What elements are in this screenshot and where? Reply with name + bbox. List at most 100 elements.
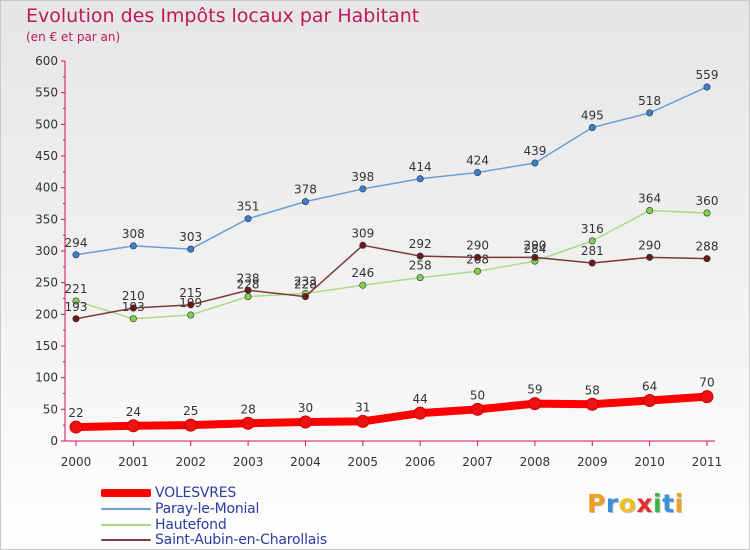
data-point-saint-aubin-en-charollais: [187, 301, 195, 309]
y-tick-label: 250: [35, 276, 58, 290]
data-point-saint-aubin-en-charollais: [129, 304, 137, 312]
data-point-volesvres: [643, 393, 657, 407]
data-label-saint-aubin-en-charollais: 290: [523, 238, 546, 252]
data-label-paray-le-monial: 495: [581, 109, 604, 123]
data-label-volesvres: 44: [413, 392, 428, 406]
x-tick-label: 2009: [577, 455, 608, 469]
data-label-saint-aubin-en-charollais: 290: [638, 238, 661, 252]
data-label-volesvres: 25: [183, 404, 198, 418]
data-label-volesvres: 59: [527, 383, 542, 397]
legend-swatch: [101, 489, 151, 497]
data-point-hautefond: [359, 281, 367, 289]
data-point-volesvres: [69, 420, 83, 434]
series-line-volesvres: [72, 392, 711, 432]
data-point-volesvres: [471, 402, 485, 416]
x-tick-label: 2008: [520, 455, 551, 469]
data-point-saint-aubin-en-charollais: [244, 286, 252, 294]
data-point-paray-le-monial: [474, 168, 482, 176]
x-tick-label: 2002: [175, 455, 206, 469]
data-point-volesvres: [585, 397, 599, 411]
data-point-volesvres: [298, 415, 312, 429]
logo-letter: r: [605, 489, 619, 518]
data-label-hautefond: 284: [523, 242, 546, 256]
data-label-volesvres: 64: [642, 379, 657, 393]
logo-letter: i: [674, 489, 684, 518]
data-label-saint-aubin-en-charollais: 281: [581, 244, 604, 258]
y-tick-label: 200: [35, 307, 58, 321]
series-line-saint-aubin-en-charollais: [75, 244, 708, 320]
data-point-volesvres: [413, 406, 427, 420]
x-tick-label: 2006: [405, 455, 436, 469]
x-tick-label: 2003: [233, 455, 264, 469]
data-label-paray-le-monial: 439: [523, 144, 546, 158]
data-point-volesvres: [356, 414, 370, 428]
data-point-hautefond: [244, 293, 252, 301]
legend-label: Hautefond: [155, 517, 227, 533]
data-label-paray-le-monial: 378: [294, 183, 317, 197]
data-point-hautefond: [703, 209, 711, 217]
data-point-paray-le-monial: [244, 215, 252, 223]
data-label-hautefond: 233: [294, 274, 317, 288]
data-point-hautefond: [187, 311, 195, 319]
data-point-paray-le-monial: [187, 245, 195, 253]
chart-title: Evolution des Impôts locaux par Habitant: [26, 5, 420, 27]
legend-label: Saint-Aubin-en-Charollais: [155, 532, 327, 548]
data-point-paray-le-monial: [72, 251, 80, 259]
data-label-saint-aubin-en-charollais: 228: [294, 278, 317, 292]
x-tick-label: 2010: [634, 455, 665, 469]
logo-letter: x: [636, 489, 653, 518]
data-label-paray-le-monial: 414: [409, 160, 432, 174]
data-point-volesvres: [700, 390, 714, 404]
x-tick-label: 2001: [118, 455, 149, 469]
data-point-saint-aubin-en-charollais: [588, 259, 596, 267]
legend-item-paray-le-monial: Paray-le-Monial: [101, 501, 259, 517]
data-label-paray-le-monial: 424: [466, 153, 489, 167]
data-label-paray-le-monial: 294: [65, 236, 88, 250]
data-label-saint-aubin-en-charollais: 290: [466, 238, 489, 252]
y-tick-label: 400: [35, 181, 58, 195]
data-point-hautefond: [474, 267, 482, 275]
data-point-hautefond: [72, 297, 80, 305]
data-point-saint-aubin-en-charollais: [359, 241, 367, 249]
logo-letter: P: [587, 489, 606, 518]
data-label-volesvres: 30: [298, 401, 313, 415]
data-label-volesvres: 24: [126, 405, 141, 419]
data-point-paray-le-monial: [646, 109, 654, 117]
data-label-saint-aubin-en-charollais: 215: [179, 286, 202, 300]
data-point-volesvres: [528, 397, 542, 411]
data-label-paray-le-monial: 398: [351, 170, 374, 184]
legend-item-saint-aubin: Saint-Aubin-en-Charollais: [101, 532, 327, 548]
legend-item-volesvres: VOLESVRES: [101, 485, 236, 501]
data-point-saint-aubin-en-charollais: [703, 255, 711, 263]
data-label-paray-le-monial: 559: [696, 68, 719, 82]
data-label-hautefond: 228: [237, 278, 260, 292]
data-label-paray-le-monial: 308: [122, 227, 145, 241]
y-tick-label: 450: [35, 149, 58, 163]
data-label-paray-le-monial: 351: [237, 200, 260, 214]
legend-swatch: [101, 539, 151, 541]
y-tick-label: 0: [50, 434, 58, 448]
data-point-saint-aubin-en-charollais: [531, 253, 539, 261]
data-point-volesvres: [126, 419, 140, 433]
y-tick-label: 300: [35, 244, 58, 258]
data-label-saint-aubin-en-charollais: 238: [237, 271, 260, 285]
data-point-saint-aubin-en-charollais: [301, 293, 309, 301]
y-tick-label: 100: [35, 371, 58, 385]
data-point-paray-le-monial: [588, 124, 596, 132]
data-label-hautefond: 258: [409, 259, 432, 273]
data-label-volesvres: 22: [68, 406, 83, 420]
y-tick-label: 500: [35, 117, 58, 131]
chart-subtitle: (en € et par an): [26, 30, 121, 44]
data-point-volesvres: [241, 416, 255, 430]
series-line-hautefond: [75, 209, 708, 320]
y-tick-label: 50: [43, 402, 58, 416]
data-point-paray-le-monial: [359, 185, 367, 193]
data-point-volesvres: [184, 418, 198, 432]
data-label-hautefond: 364: [638, 191, 661, 205]
data-label-volesvres: 28: [240, 402, 255, 416]
data-label-paray-le-monial: 303: [179, 230, 202, 244]
legend-swatch: [101, 508, 151, 510]
data-point-paray-le-monial: [416, 175, 424, 183]
logo-letter: o: [618, 489, 637, 518]
